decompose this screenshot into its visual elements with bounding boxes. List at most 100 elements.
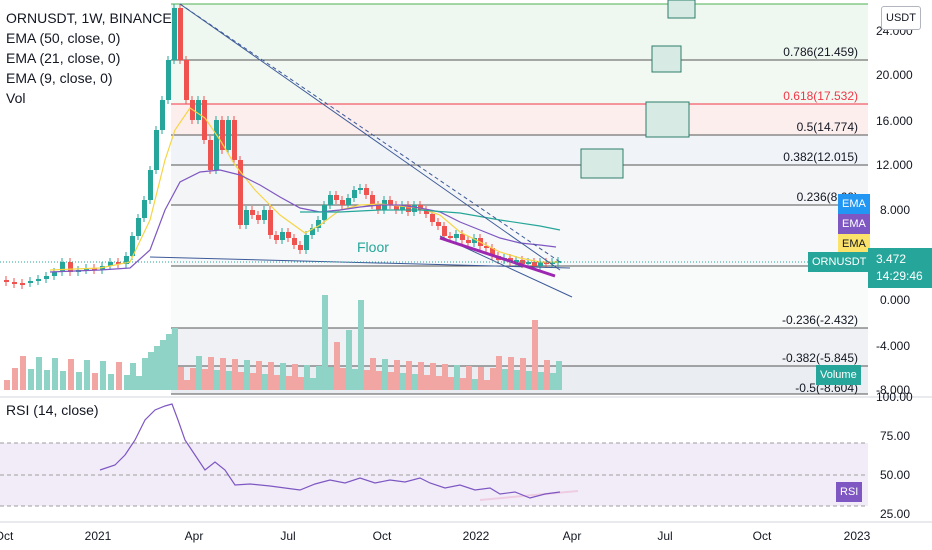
volume-bar [184, 380, 190, 390]
volume-bar [238, 372, 244, 390]
candle-body [4, 280, 9, 282]
rsi-tick: 25.00 [880, 507, 910, 521]
price-tick: 16.000 [876, 114, 913, 128]
candle-body [238, 160, 243, 225]
time-tick: 2022 [463, 529, 490, 543]
volume-bar [466, 366, 472, 390]
volume-bar [166, 334, 172, 390]
candle-body [142, 200, 147, 218]
volume-bar [334, 342, 340, 390]
volume-bar [298, 377, 304, 390]
symbol-title[interactable]: ORNUSDT, 1W, BINANCE [6, 10, 172, 26]
volume-bar [526, 371, 532, 390]
volume-bar [394, 360, 400, 390]
candle-body [178, 8, 183, 60]
candle-body [262, 210, 267, 220]
candle-body [460, 234, 465, 240]
candle-body [36, 279, 41, 281]
volume-bar [412, 374, 418, 390]
volume-bar [100, 361, 106, 390]
candle-body [466, 240, 471, 243]
ema-lines [49, 107, 561, 273]
volume-bar [232, 359, 238, 390]
candle-body [274, 235, 279, 240]
candle-body [388, 200, 393, 205]
candle-body [160, 100, 165, 130]
ema9-legend[interactable]: EMA (9, close, 0) [6, 70, 113, 86]
fib-label: -0.236(-2.432) [782, 313, 858, 327]
candle-body [166, 60, 171, 100]
floor-annotation[interactable]: Floor [357, 239, 389, 255]
volume-bar [136, 376, 142, 390]
volume-bar [436, 376, 442, 390]
vol-legend[interactable]: Vol [6, 90, 26, 106]
candle-body [28, 281, 33, 283]
ema-tag-purple: EMA [838, 214, 870, 234]
candle-body [454, 234, 459, 238]
candle-body [442, 226, 447, 236]
volume-bar [364, 370, 370, 390]
currency-button[interactable]: USDT [881, 6, 921, 30]
candle-body [130, 236, 135, 256]
candle-body [436, 222, 441, 226]
price-tick: 8.000 [880, 203, 910, 217]
volume-bar [550, 373, 556, 390]
price-axis[interactable]: 24.000 20.000 16.000 12.000 8.000 0.000 … [876, 24, 913, 521]
volume-bar [532, 320, 538, 390]
volume-bar [52, 358, 58, 390]
candle-body [532, 262, 537, 266]
time-axis[interactable]: Oct 2021 Apr Jul Oct 2022 Apr Jul Oct 20… [0, 529, 871, 543]
candle-body [250, 210, 255, 215]
volume-bar [502, 369, 508, 390]
candle-body [136, 218, 141, 236]
ema21-legend[interactable]: EMA (21, close, 0) [6, 50, 121, 66]
fib-lines [171, 3, 868, 395]
volume-bar [244, 360, 250, 390]
volume-bar [36, 357, 42, 390]
price-tick: -8.000 [876, 383, 910, 397]
bar-countdown: 14:29:46 [876, 269, 923, 283]
volume-bar [382, 359, 388, 390]
candle-body [490, 248, 495, 256]
projection-boxes[interactable] [580, 0, 696, 179]
volume-bar [76, 372, 82, 390]
indicator-legend: ORNUSDT, 1W, BINANCE EMA (50, close, 0) … [6, 8, 172, 108]
volume-bar [154, 346, 160, 390]
volume-bars [4, 295, 562, 390]
time-tick: 2021 [85, 529, 112, 543]
candle-body [346, 198, 351, 205]
volume-bar [12, 368, 18, 390]
volume-bar [44, 370, 50, 390]
fib-label: 0.618(17.532) [783, 89, 858, 103]
volume-bar [520, 358, 526, 390]
candle-body [68, 262, 73, 272]
candle-body [412, 205, 417, 212]
candle-body [20, 283, 25, 285]
rsi-line [99, 403, 561, 499]
volume-bar [418, 362, 424, 390]
rsi-legend[interactable]: RSI (14, close) [6, 402, 99, 418]
volume-bar [130, 363, 136, 390]
candle-body [52, 272, 57, 276]
volume-bar [256, 361, 262, 390]
volume-bar [280, 363, 286, 390]
candle-body [340, 200, 345, 205]
candle-body [424, 210, 429, 214]
rsi-tick: 100.00 [876, 390, 913, 404]
volume-tag: Volume [816, 365, 861, 385]
ema50-legend[interactable]: EMA (50, close, 0) [6, 30, 121, 46]
volume-bar [292, 364, 298, 390]
ema9-line [49, 107, 560, 271]
candle-body [358, 188, 363, 190]
volume-bar [472, 379, 478, 390]
candle-body [12, 282, 17, 284]
volume-bar [208, 357, 214, 390]
volume-bar [316, 366, 322, 390]
candle-body [148, 170, 153, 200]
candle-body [328, 195, 333, 205]
candle-body [124, 256, 129, 264]
time-tick: Oct [753, 529, 772, 543]
volume-bar [322, 295, 328, 390]
volume-bar [442, 364, 448, 390]
